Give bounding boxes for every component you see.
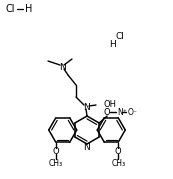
Text: N: N [83,103,89,112]
Text: N: N [84,142,90,151]
Text: H: H [109,40,116,49]
Text: N⁺: N⁺ [117,108,127,117]
Text: O: O [115,147,122,156]
Text: O⁻: O⁻ [128,108,138,117]
Text: CH₃: CH₃ [49,159,63,168]
Text: CH₃: CH₃ [111,159,125,168]
Text: Cl: Cl [5,4,15,14]
Text: O: O [104,108,110,117]
Text: Cl: Cl [116,32,125,40]
Text: H: H [25,4,32,14]
Text: O: O [52,147,59,156]
Text: N: N [59,62,65,71]
Text: OH: OH [103,100,116,108]
